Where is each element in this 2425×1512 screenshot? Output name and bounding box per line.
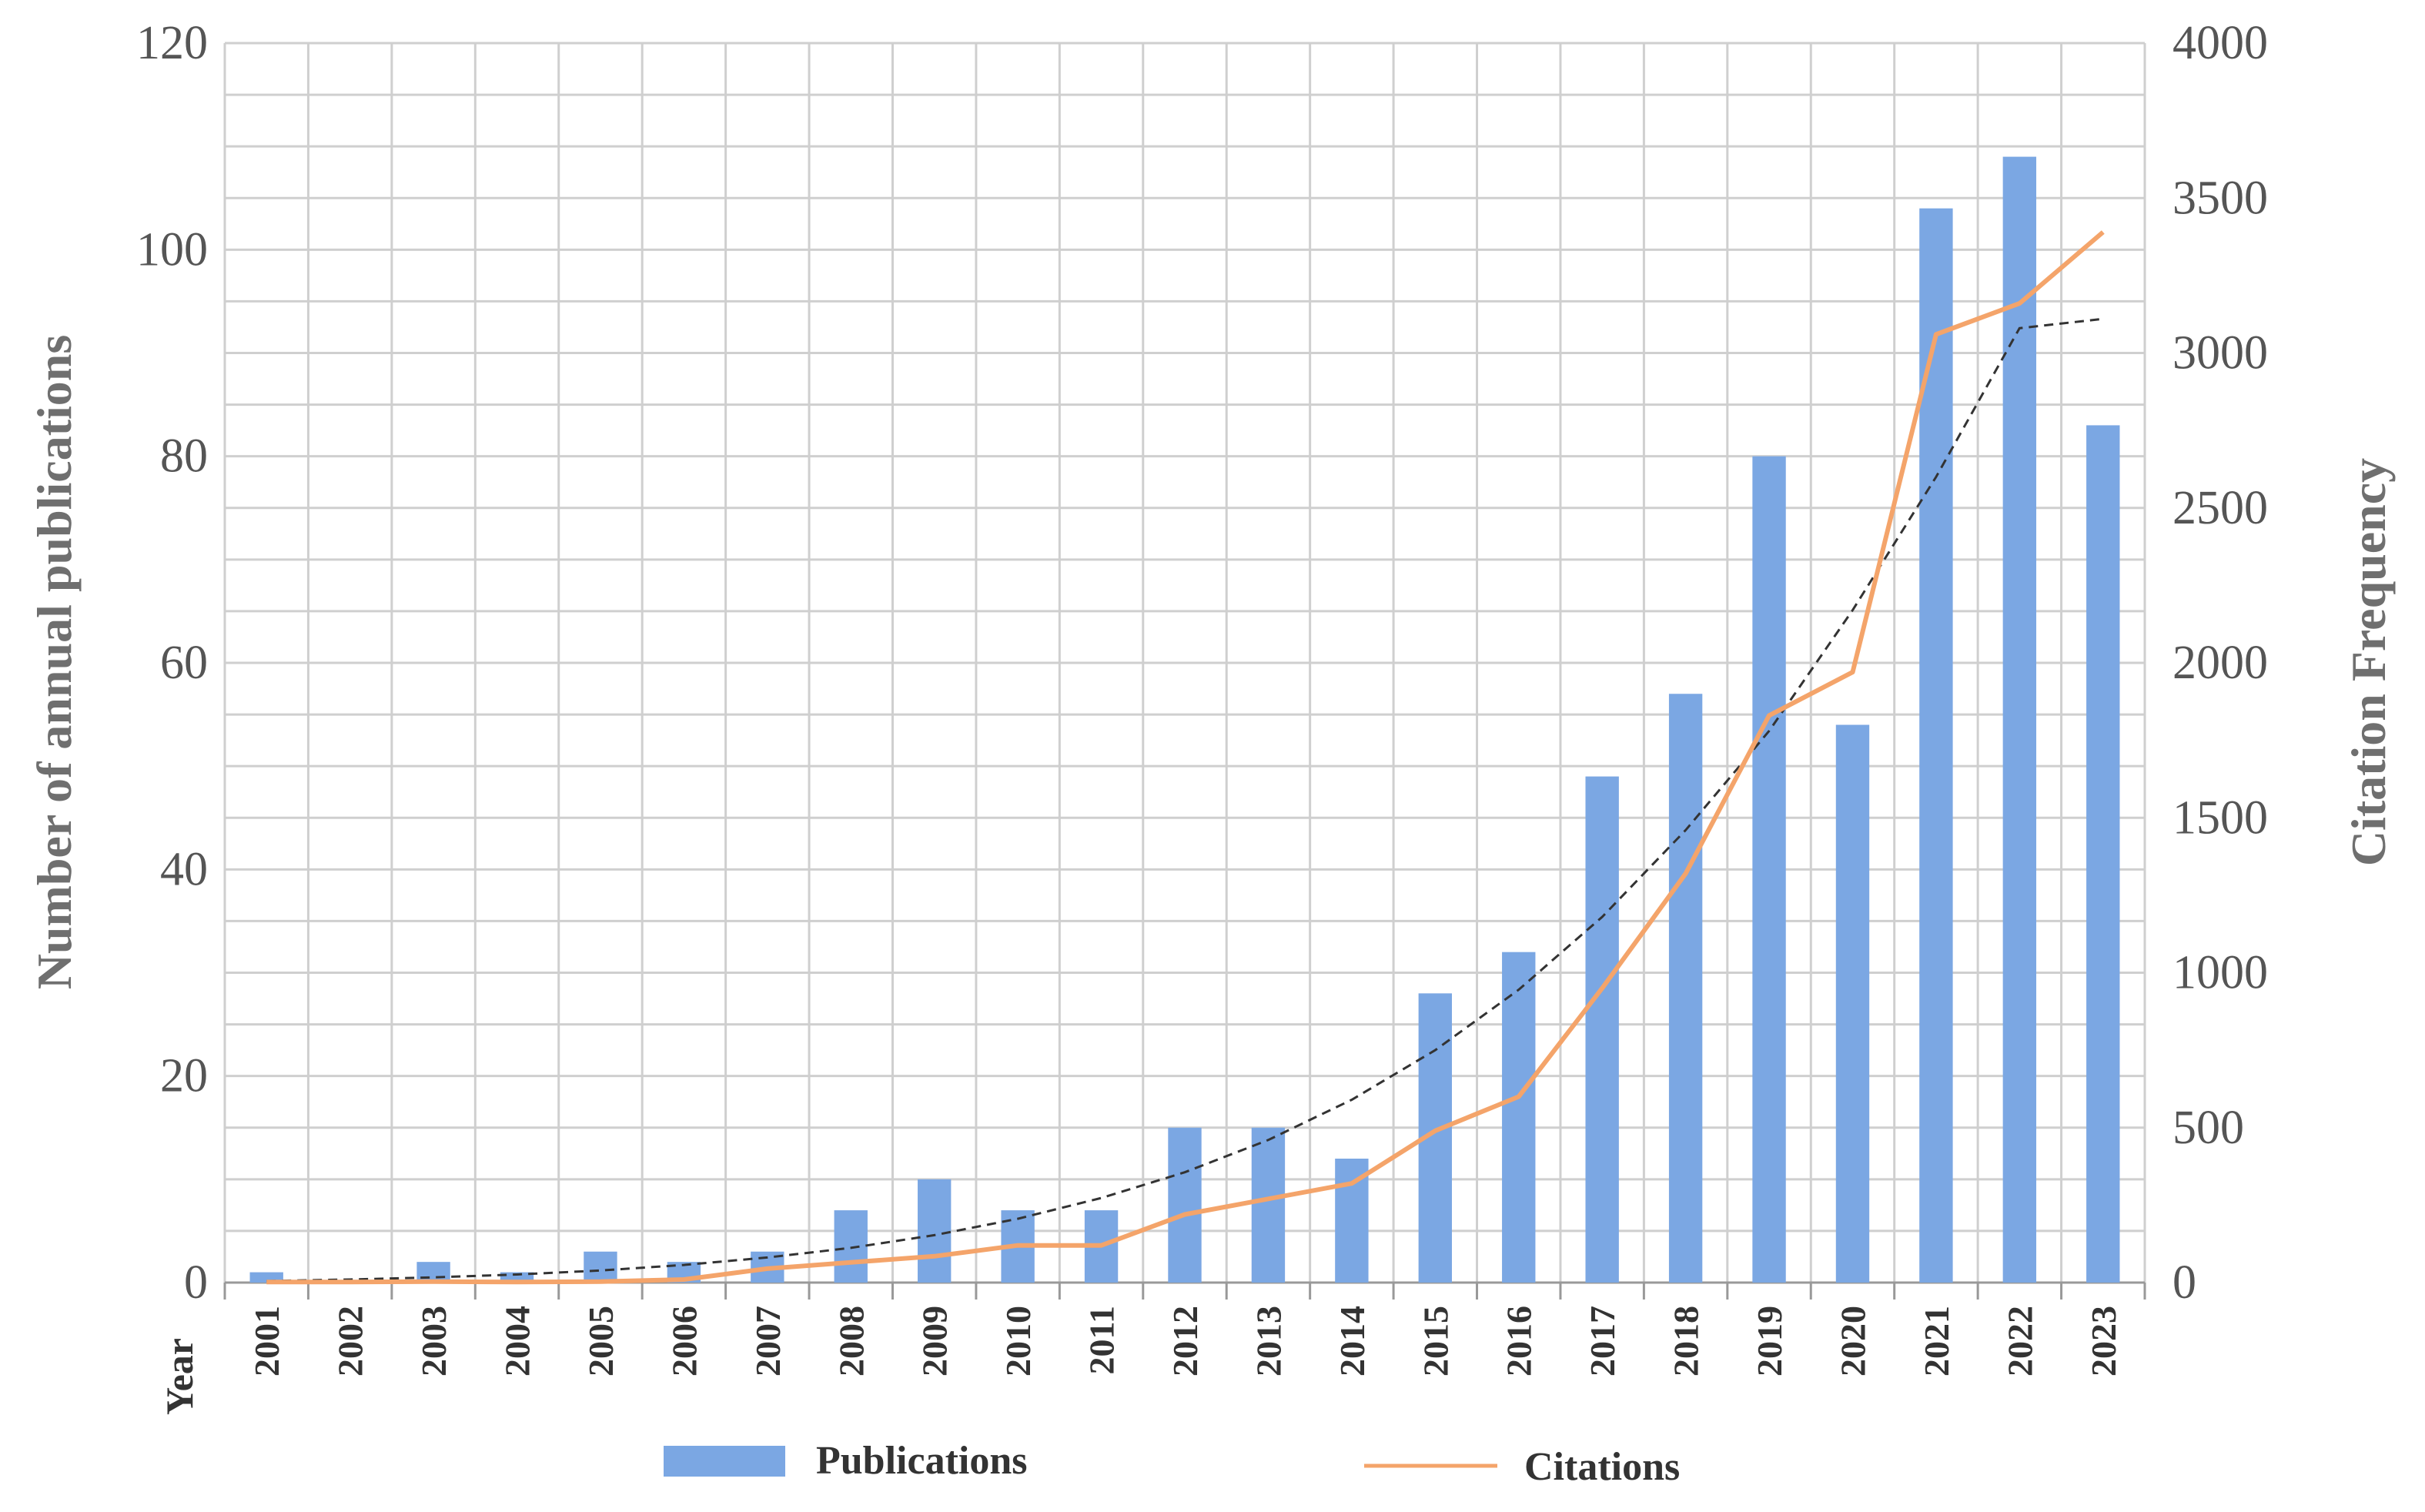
left-tick-40: 40 [160,843,208,895]
left-tick-80: 80 [160,430,208,483]
x-tick-2014: 2014 [1333,1306,1372,1377]
x-axis-ticks: 2001 2002 2003 2004 2005 2006 2007 2008 2009 2010… [247,1306,2123,1377]
x-tick-2008: 2008 [831,1306,871,1377]
left-tick-60: 60 [160,637,208,689]
right-tick-1500: 1500 [2172,791,2268,844]
x-tick-2004: 2004 [498,1306,537,1377]
bar-2008 [834,1210,868,1283]
bar-2016 [1502,952,1536,1283]
bar-2009 [918,1179,952,1283]
x-tick-2019: 2019 [1750,1306,1789,1377]
citations-line [266,230,2105,1285]
bar-2014 [1335,1159,1369,1283]
bar-2012 [1168,1127,1202,1283]
x-tick-2017: 2017 [1583,1306,1622,1377]
x-tick-2023: 2023 [2084,1306,2123,1377]
right-tick-3500: 3500 [2172,172,2268,224]
left-axis-ticks: 0 20 40 60 80 100 120 [136,17,208,1309]
left-axis-title: Number of annual publications [27,335,82,990]
left-tick-0: 0 [184,1256,208,1309]
bar-2003 [416,1262,450,1283]
bar-2018 [1668,694,1703,1283]
trendline [266,317,2103,1283]
right-tick-0: 0 [2172,1256,2196,1309]
bar-2019 [1752,456,1786,1283]
x-tick-2012: 2012 [1166,1306,1205,1377]
x-tick-2010: 2010 [998,1306,1038,1377]
left-tick-20: 20 [160,1050,208,1102]
x-axis-title: Year [158,1338,201,1415]
x-tick-2005: 2005 [581,1306,620,1377]
right-tick-3000: 3000 [2172,327,2268,380]
x-tick-2020: 2020 [1833,1306,1872,1377]
x-tick-2015: 2015 [1416,1306,1455,1377]
legend-citations-label: Citations [1524,1445,1680,1489]
legend: Publications Citations [664,1439,1680,1489]
right-tick-2000: 2000 [2172,637,2268,689]
x-tick-2011: 2011 [1082,1306,1122,1374]
left-tick-120: 120 [136,17,208,69]
right-axis-title: Citation Frequency [2341,458,2396,866]
right-tick-1000: 1000 [2172,947,2268,999]
x-tick-2013: 2013 [1249,1306,1288,1377]
x-tick-2009: 2009 [915,1306,955,1377]
left-tick-100: 100 [136,223,208,276]
bar-2023 [2086,425,2120,1283]
x-tick-2003: 2003 [414,1306,453,1377]
bar-2005 [584,1251,617,1283]
right-axis-ticks: 0 500 1000 1500 2000 2500 3000 3500 4000 [2172,17,2268,1309]
x-tick-2021: 2021 [1917,1306,1956,1377]
x-tick-2006: 2006 [664,1306,704,1377]
bar-2021 [1919,208,1953,1283]
x-tick-2018: 2018 [1667,1306,1706,1377]
bar-2022 [2002,156,2037,1283]
bar-2017 [1585,776,1619,1283]
x-tick-2022: 2022 [2000,1306,2039,1377]
bar-2020 [1835,724,1870,1283]
legend-publications-swatch [664,1446,785,1477]
right-tick-500: 500 [2172,1102,2244,1154]
x-tick-2007: 2007 [748,1306,788,1377]
x-tick-2002: 2002 [331,1306,370,1377]
legend-publications-label: Publications [816,1439,1028,1483]
right-tick-2500: 2500 [2172,482,2268,534]
right-tick-4000: 4000 [2172,17,2268,69]
bar-2013 [1251,1127,1286,1283]
publications-bars [249,156,2120,1283]
x-tick-2001: 2001 [247,1306,286,1377]
x-tick-2016: 2016 [1500,1306,1539,1377]
